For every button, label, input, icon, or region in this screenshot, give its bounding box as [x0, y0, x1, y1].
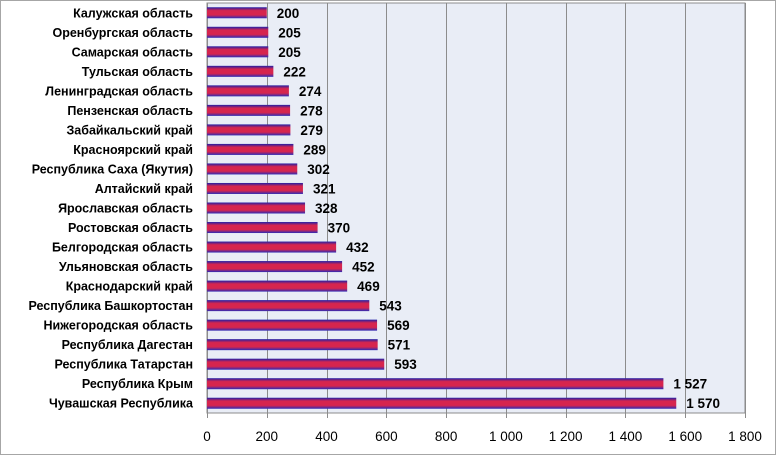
bar: [207, 241, 337, 253]
x-tick-label: 1 800: [728, 429, 762, 444]
data-label: 593: [394, 357, 417, 372]
bar: [207, 280, 348, 292]
bar: [207, 397, 677, 409]
data-label: 205: [278, 45, 301, 60]
category-label: Республика Башкортостан: [28, 299, 193, 313]
data-label: 469: [357, 279, 380, 294]
data-label: 432: [346, 240, 369, 255]
category-label: Ленинградская область: [45, 84, 193, 98]
bar: [207, 358, 385, 370]
data-label: 543: [379, 299, 402, 314]
value-labels: 200 205 205 222 274 278 279 289 302 321 328 370 432 4…: [277, 6, 720, 411]
data-label: 328: [315, 201, 338, 216]
data-label: 279: [300, 123, 323, 138]
data-label: 1 570: [686, 396, 720, 411]
category-label: Республика Крым: [82, 377, 193, 391]
bar: [207, 46, 269, 58]
category-label: Республика Саха (Якутия): [32, 162, 193, 176]
category-label: Алтайский край: [95, 182, 193, 196]
bar: [207, 163, 298, 175]
data-label: 571: [388, 338, 411, 353]
data-label: 569: [387, 318, 410, 333]
data-label: 302: [307, 162, 330, 177]
data-label: 1 527: [673, 377, 707, 392]
data-label: 200: [277, 6, 300, 21]
data-label: 222: [283, 64, 306, 79]
data-label: 289: [303, 142, 326, 157]
category-label: Ростовская область: [68, 221, 193, 235]
category-label: Белгородская область: [52, 241, 193, 255]
x-tick-label: 1 600: [668, 429, 702, 444]
data-label: 452: [352, 260, 375, 275]
bars: [207, 7, 677, 409]
category-label: Чувашская Республика: [49, 397, 194, 411]
category-label: Тульская область: [82, 65, 194, 79]
category-label: Ярославская область: [58, 202, 193, 216]
bar: [207, 339, 378, 351]
data-label: 274: [299, 84, 322, 99]
x-tick-label: 1 000: [489, 429, 523, 444]
category-label: Оренбургская область: [52, 26, 193, 40]
x-tick-label: 200: [256, 429, 279, 444]
bar: [207, 7, 267, 19]
x-tick-label: 0: [203, 429, 211, 444]
data-label: 205: [278, 25, 301, 40]
bar: [207, 319, 378, 331]
bar: [207, 124, 291, 136]
x-tick-label: 600: [375, 429, 398, 444]
x-tick-label: 400: [315, 429, 338, 444]
bar: [207, 261, 343, 273]
x-tick-label: 800: [435, 429, 458, 444]
category-label: Краснодарский край: [66, 280, 193, 294]
bar: [207, 65, 274, 77]
bar: [207, 182, 303, 194]
category-label: Республика Татарстан: [54, 358, 193, 372]
category-label: Республика Дагестан: [62, 338, 193, 352]
category-label: Самарская область: [72, 45, 194, 59]
data-label: 278: [300, 103, 323, 118]
x-axis-ticks: 0 200 400 600 800 1 000 1 200 1 400 1 600 1 800: [203, 429, 762, 444]
category-label: Красноярский край: [73, 143, 193, 157]
bar: [207, 222, 318, 234]
bar: [207, 202, 306, 214]
x-tick-label: 1 200: [549, 429, 583, 444]
data-label: 370: [328, 221, 351, 236]
category-label: Пензенская область: [67, 104, 193, 118]
bar: [207, 378, 664, 390]
category-label: Ульяновская область: [59, 260, 193, 274]
bar: [207, 85, 289, 97]
bar: [207, 300, 370, 312]
bar: [207, 26, 269, 38]
bar: [207, 143, 294, 155]
category-label: Забайкальский край: [66, 123, 193, 137]
bar: [207, 104, 291, 116]
category-labels: Калужская область Оренбургская область Сам…: [28, 6, 194, 410]
data-label: 321: [313, 181, 336, 196]
category-label: Нижегородская область: [43, 319, 193, 333]
x-tick-label: 1 400: [609, 429, 643, 444]
category-label: Калужская область: [73, 6, 193, 20]
